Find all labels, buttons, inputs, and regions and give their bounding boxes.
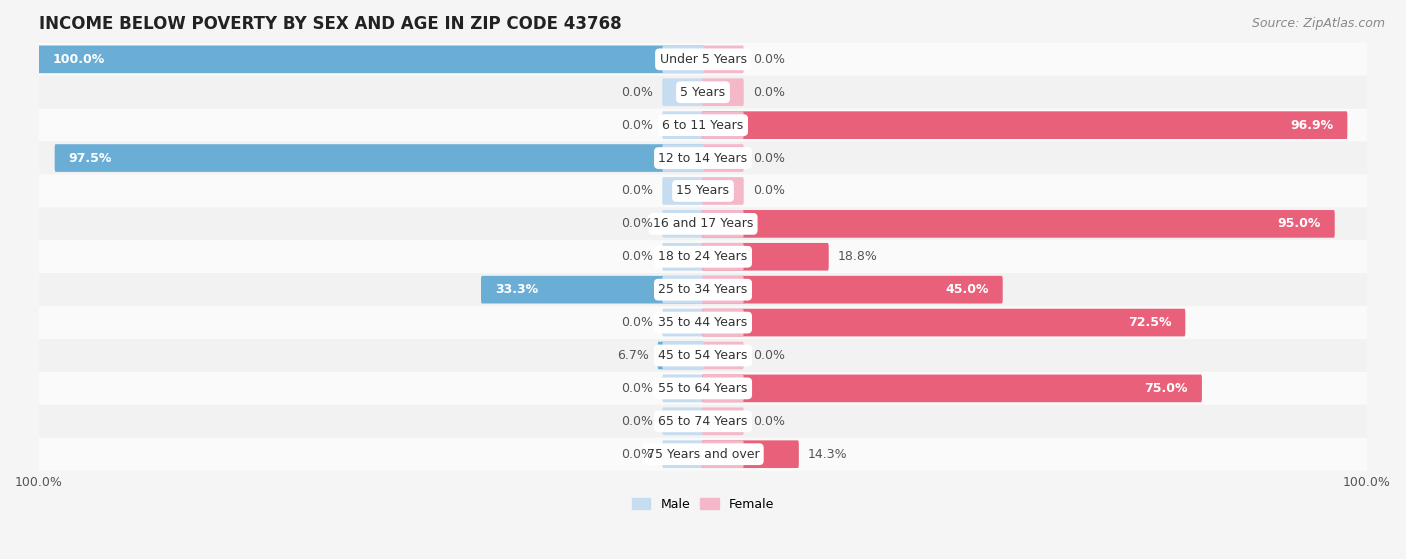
Text: 55 to 64 Years: 55 to 64 Years — [658, 382, 748, 395]
FancyBboxPatch shape — [39, 207, 1367, 240]
Text: 5 Years: 5 Years — [681, 86, 725, 99]
Text: 0.0%: 0.0% — [621, 119, 654, 132]
FancyBboxPatch shape — [702, 375, 1202, 402]
Text: 72.5%: 72.5% — [1128, 316, 1171, 329]
Text: 45.0%: 45.0% — [945, 283, 988, 296]
Text: Source: ZipAtlas.com: Source: ZipAtlas.com — [1251, 17, 1385, 30]
Text: 0.0%: 0.0% — [752, 86, 785, 99]
FancyBboxPatch shape — [702, 210, 744, 238]
FancyBboxPatch shape — [702, 78, 744, 106]
FancyBboxPatch shape — [39, 372, 1367, 405]
FancyBboxPatch shape — [662, 111, 704, 139]
FancyBboxPatch shape — [662, 177, 704, 205]
FancyBboxPatch shape — [39, 438, 1367, 471]
FancyBboxPatch shape — [702, 375, 744, 402]
Text: 18.8%: 18.8% — [838, 250, 877, 263]
FancyBboxPatch shape — [39, 76, 1367, 108]
FancyBboxPatch shape — [702, 210, 1334, 238]
FancyBboxPatch shape — [662, 440, 704, 468]
FancyBboxPatch shape — [702, 111, 744, 139]
FancyBboxPatch shape — [662, 276, 704, 304]
FancyBboxPatch shape — [662, 243, 704, 271]
Text: 96.9%: 96.9% — [1291, 119, 1333, 132]
Text: 14.3%: 14.3% — [808, 448, 848, 461]
FancyBboxPatch shape — [702, 309, 1185, 337]
Text: 0.0%: 0.0% — [621, 184, 654, 197]
Text: 0.0%: 0.0% — [621, 250, 654, 263]
FancyBboxPatch shape — [662, 375, 704, 402]
FancyBboxPatch shape — [702, 45, 744, 73]
Text: 75 Years and over: 75 Years and over — [647, 448, 759, 461]
FancyBboxPatch shape — [658, 342, 704, 369]
FancyBboxPatch shape — [662, 78, 704, 106]
FancyBboxPatch shape — [39, 240, 1367, 273]
Text: 6 to 11 Years: 6 to 11 Years — [662, 119, 744, 132]
Text: 0.0%: 0.0% — [752, 349, 785, 362]
Text: 95.0%: 95.0% — [1277, 217, 1320, 230]
Text: 15 Years: 15 Years — [676, 184, 730, 197]
FancyBboxPatch shape — [39, 43, 1367, 76]
Text: 0.0%: 0.0% — [752, 184, 785, 197]
FancyBboxPatch shape — [702, 177, 744, 205]
FancyBboxPatch shape — [702, 276, 1002, 304]
Text: 6.7%: 6.7% — [617, 349, 648, 362]
FancyBboxPatch shape — [702, 440, 799, 468]
FancyBboxPatch shape — [702, 342, 744, 369]
Legend: Male, Female: Male, Female — [627, 492, 779, 516]
FancyBboxPatch shape — [39, 108, 1367, 141]
FancyBboxPatch shape — [702, 408, 744, 435]
FancyBboxPatch shape — [662, 144, 704, 172]
FancyBboxPatch shape — [662, 309, 704, 337]
FancyBboxPatch shape — [39, 405, 1367, 438]
Text: INCOME BELOW POVERTY BY SEX AND AGE IN ZIP CODE 43768: INCOME BELOW POVERTY BY SEX AND AGE IN Z… — [39, 15, 621, 33]
FancyBboxPatch shape — [702, 111, 1347, 139]
Text: 0.0%: 0.0% — [621, 217, 654, 230]
FancyBboxPatch shape — [39, 306, 1367, 339]
Text: Under 5 Years: Under 5 Years — [659, 53, 747, 66]
Text: 45 to 54 Years: 45 to 54 Years — [658, 349, 748, 362]
Text: 0.0%: 0.0% — [621, 415, 654, 428]
Text: 16 and 17 Years: 16 and 17 Years — [652, 217, 754, 230]
FancyBboxPatch shape — [39, 141, 1367, 174]
FancyBboxPatch shape — [39, 273, 1367, 306]
FancyBboxPatch shape — [38, 45, 704, 73]
FancyBboxPatch shape — [702, 144, 744, 172]
Text: 25 to 34 Years: 25 to 34 Years — [658, 283, 748, 296]
Text: 0.0%: 0.0% — [621, 448, 654, 461]
FancyBboxPatch shape — [702, 309, 744, 337]
Text: 75.0%: 75.0% — [1144, 382, 1188, 395]
FancyBboxPatch shape — [39, 339, 1367, 372]
FancyBboxPatch shape — [39, 174, 1367, 207]
Text: 100.0%: 100.0% — [52, 53, 104, 66]
FancyBboxPatch shape — [662, 408, 704, 435]
FancyBboxPatch shape — [702, 243, 828, 271]
FancyBboxPatch shape — [662, 210, 704, 238]
FancyBboxPatch shape — [55, 144, 704, 172]
Text: 12 to 14 Years: 12 to 14 Years — [658, 151, 748, 164]
FancyBboxPatch shape — [702, 243, 744, 271]
Text: 35 to 44 Years: 35 to 44 Years — [658, 316, 748, 329]
Text: 0.0%: 0.0% — [621, 382, 654, 395]
Text: 0.0%: 0.0% — [621, 86, 654, 99]
FancyBboxPatch shape — [702, 440, 744, 468]
FancyBboxPatch shape — [702, 276, 744, 304]
Text: 0.0%: 0.0% — [752, 53, 785, 66]
Text: 65 to 74 Years: 65 to 74 Years — [658, 415, 748, 428]
FancyBboxPatch shape — [662, 45, 704, 73]
Text: 97.5%: 97.5% — [69, 151, 112, 164]
Text: 0.0%: 0.0% — [752, 415, 785, 428]
Text: 18 to 24 Years: 18 to 24 Years — [658, 250, 748, 263]
FancyBboxPatch shape — [481, 276, 704, 304]
Text: 0.0%: 0.0% — [621, 316, 654, 329]
FancyBboxPatch shape — [662, 342, 704, 369]
Text: 0.0%: 0.0% — [752, 151, 785, 164]
Text: 33.3%: 33.3% — [495, 283, 538, 296]
